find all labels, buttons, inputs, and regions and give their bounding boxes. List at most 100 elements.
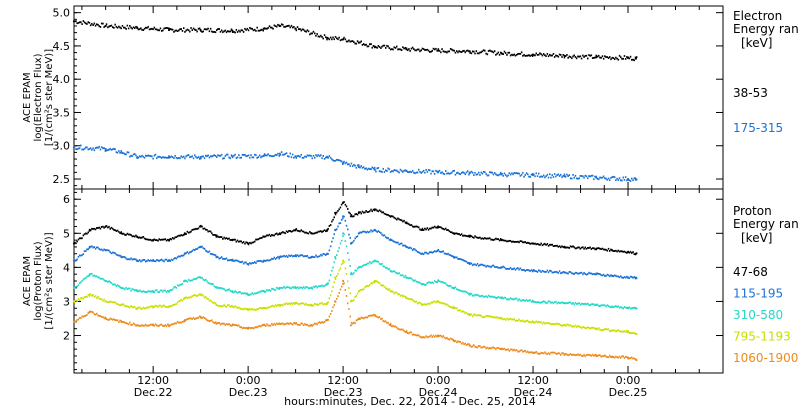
proton-point bbox=[440, 251, 442, 253]
electron-point bbox=[573, 176, 575, 179]
electron-point bbox=[609, 56, 611, 58]
electron-point bbox=[566, 173, 568, 176]
proton-point bbox=[102, 277, 104, 280]
proton-point bbox=[131, 323, 133, 326]
proton-point bbox=[142, 236, 145, 238]
proton-point bbox=[355, 236, 358, 238]
electron-point bbox=[524, 174, 526, 176]
proton-point bbox=[364, 316, 366, 319]
proton-point bbox=[600, 355, 602, 358]
proton-point bbox=[538, 243, 540, 246]
electron-point bbox=[534, 175, 536, 178]
proton-point bbox=[115, 319, 118, 322]
proton-data-point bbox=[437, 249, 440, 252]
electron-point bbox=[269, 154, 272, 157]
proton-point bbox=[490, 266, 492, 269]
proton-point bbox=[486, 237, 489, 240]
proton-point bbox=[102, 299, 104, 302]
proton-point bbox=[410, 247, 413, 250]
proton-point bbox=[222, 305, 224, 308]
proton-data-point bbox=[531, 351, 535, 354]
proton-point bbox=[314, 286, 316, 288]
electron-point bbox=[110, 148, 113, 151]
proton-point bbox=[125, 286, 127, 289]
proton-point bbox=[371, 261, 373, 264]
proton-point bbox=[134, 323, 136, 326]
electron-point bbox=[353, 41, 355, 43]
proton-point bbox=[436, 335, 438, 338]
proton-data-point bbox=[421, 252, 424, 255]
proton-point bbox=[504, 267, 507, 270]
proton-point bbox=[464, 234, 466, 237]
proton-point bbox=[486, 315, 489, 317]
proton-point bbox=[238, 291, 240, 293]
proton-point bbox=[567, 272, 569, 275]
electron-point bbox=[569, 177, 572, 180]
proton-point bbox=[460, 342, 463, 345]
proton-point bbox=[235, 259, 238, 262]
proton-point bbox=[299, 286, 301, 289]
proton-point bbox=[250, 262, 252, 265]
proton-point bbox=[167, 260, 169, 262]
proton-point bbox=[542, 352, 545, 355]
proton-point bbox=[348, 287, 350, 289]
proton-point bbox=[167, 238, 169, 241]
proton-point bbox=[132, 306, 135, 309]
proton-point bbox=[287, 256, 289, 258]
electron-point bbox=[91, 148, 93, 151]
proton-point bbox=[508, 350, 511, 352]
electron-point bbox=[112, 148, 114, 151]
proton-point bbox=[425, 303, 427, 306]
proton-point bbox=[202, 227, 204, 230]
proton-data-point bbox=[215, 256, 218, 259]
proton-point bbox=[415, 225, 418, 228]
electron-point bbox=[186, 28, 189, 31]
proton-point bbox=[91, 245, 93, 248]
proton-point bbox=[422, 253, 425, 256]
proton-point bbox=[626, 306, 628, 309]
proton-point bbox=[233, 306, 235, 309]
electron-point bbox=[309, 154, 311, 157]
proton-point bbox=[393, 216, 395, 219]
electron-point bbox=[476, 52, 479, 55]
proton-point bbox=[134, 258, 136, 261]
proton-point bbox=[631, 252, 633, 254]
proton-point bbox=[550, 270, 552, 272]
proton-point bbox=[527, 350, 529, 353]
proton-point bbox=[447, 229, 449, 231]
proton-data-point bbox=[199, 245, 202, 248]
electron-point bbox=[615, 56, 617, 59]
proton-data-point bbox=[611, 305, 614, 308]
electron-point bbox=[212, 154, 214, 157]
proton-point bbox=[442, 302, 444, 305]
proton-point bbox=[245, 327, 247, 329]
proton-point bbox=[151, 305, 153, 308]
proton-point bbox=[628, 357, 631, 360]
proton-point bbox=[575, 354, 578, 356]
proton-point bbox=[394, 241, 397, 244]
proton-point bbox=[87, 248, 89, 251]
proton-point bbox=[585, 273, 588, 276]
proton-point bbox=[217, 235, 219, 238]
proton-point bbox=[527, 269, 529, 271]
proton-point bbox=[205, 317, 207, 320]
proton-point bbox=[442, 250, 444, 253]
proton-point bbox=[159, 304, 162, 307]
proton-point bbox=[230, 304, 233, 307]
proton-point bbox=[236, 324, 239, 327]
proton-point bbox=[81, 237, 83, 240]
electron-point bbox=[234, 153, 236, 156]
proton-data-point bbox=[199, 276, 202, 279]
proton-point bbox=[604, 304, 606, 307]
proton-point bbox=[430, 251, 432, 253]
proton-point bbox=[445, 227, 447, 230]
proton-point bbox=[277, 304, 279, 306]
proton-point bbox=[267, 234, 269, 237]
proton-point bbox=[550, 301, 552, 304]
proton-point bbox=[278, 288, 280, 290]
proton-point bbox=[558, 302, 561, 304]
proton-point bbox=[361, 230, 364, 233]
proton-point bbox=[185, 252, 187, 255]
proton-point bbox=[296, 323, 299, 326]
